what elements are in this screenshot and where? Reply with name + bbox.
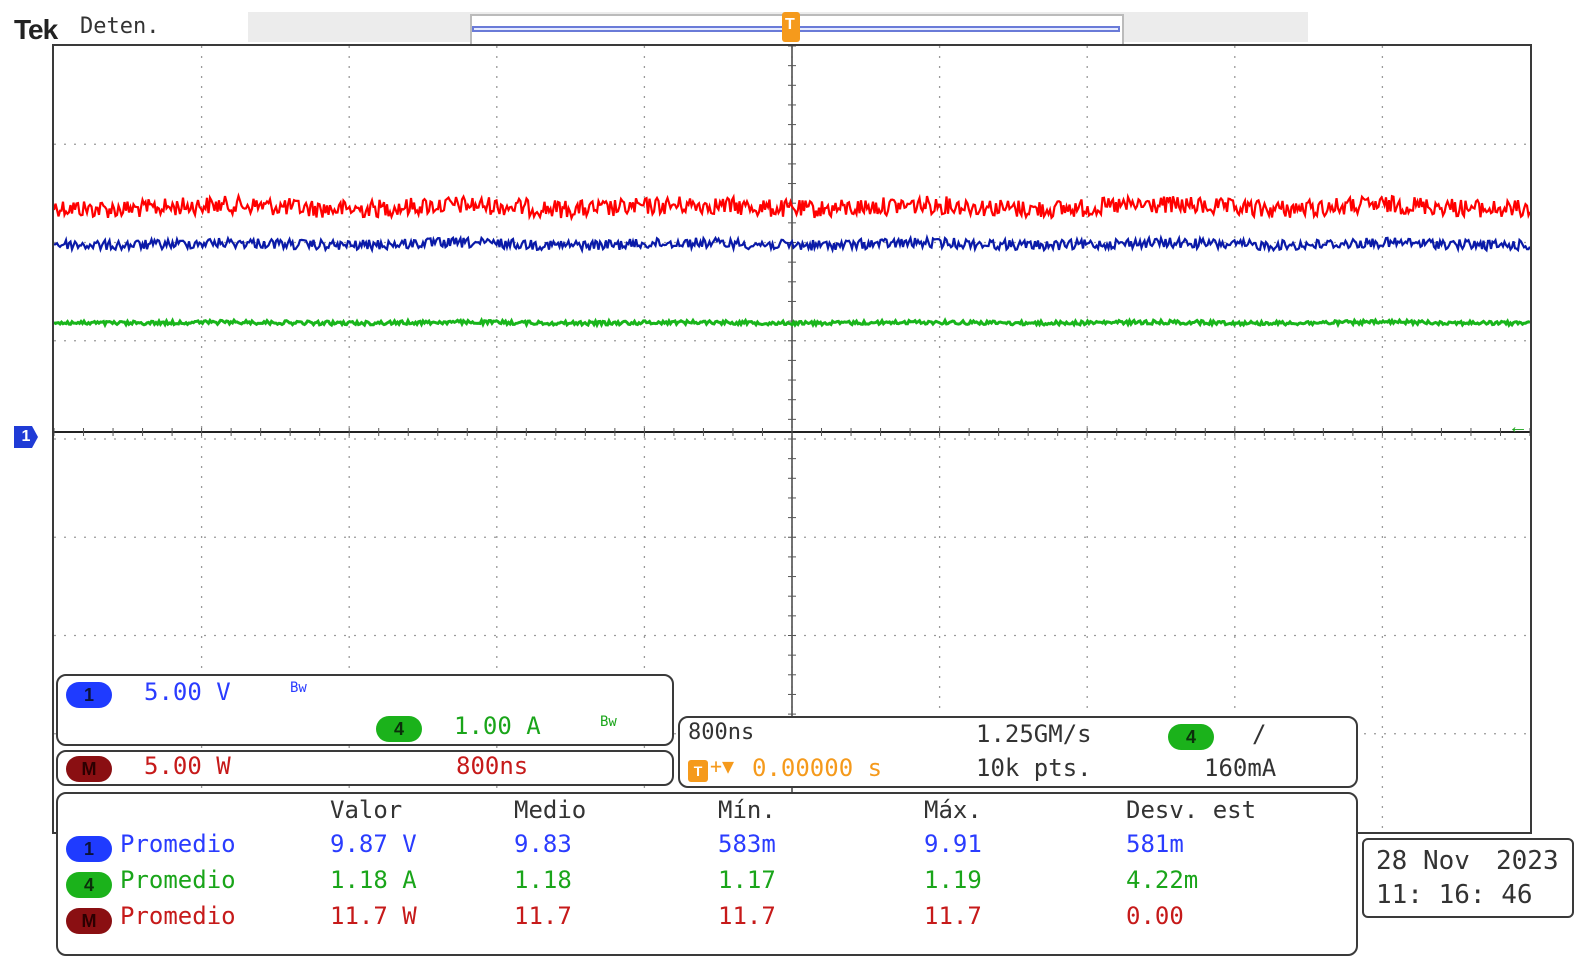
math-panel[interactable]: M 5.00 W 800ns bbox=[56, 750, 674, 786]
math-scale: 5.00 W bbox=[144, 752, 231, 780]
meas-row1-medio: 9.83 bbox=[514, 830, 572, 858]
channel1-ground-marker: 1 bbox=[14, 426, 38, 448]
trigger-position: 0.00000 s bbox=[752, 754, 883, 782]
math-timebase: 800ns bbox=[456, 752, 529, 780]
meas-row1-max: 9.91 bbox=[924, 830, 982, 858]
col-header-min: Mín. bbox=[718, 796, 776, 824]
meas-row3-max: 11.7 bbox=[924, 902, 982, 930]
ch4-scale: 1.00 A bbox=[454, 712, 541, 740]
trigger-slope-icon: / bbox=[1252, 720, 1267, 748]
col-header-valor: Valor bbox=[330, 796, 403, 824]
meas-row2-badge[interactable]: 4 bbox=[66, 872, 112, 898]
meas-row3-desv: 0.00 bbox=[1126, 902, 1184, 930]
meas-row2-valor: 1.18 A bbox=[330, 866, 417, 894]
col-header-desv: Desv. est bbox=[1126, 796, 1257, 824]
trigger-position-icon: T bbox=[688, 760, 708, 782]
year-label: 2023 bbox=[1496, 846, 1559, 876]
col-header-medio: Medio bbox=[514, 796, 587, 824]
trigger-level: 160mA bbox=[1204, 754, 1277, 782]
trigger-position-top-icon: T bbox=[782, 12, 800, 42]
ch1-badge[interactable]: 1 bbox=[66, 682, 112, 708]
record-length: 10k pts. bbox=[976, 754, 1092, 782]
sample-rate: 1.25GM/s bbox=[976, 720, 1092, 748]
channel-panel[interactable]: 1 5.00 V Bw 4 1.00 A Bw bbox=[56, 674, 674, 746]
meas-row1-min: 583m bbox=[718, 830, 776, 858]
col-header-max: Máx. bbox=[924, 796, 982, 824]
meas-row2-max: 1.19 bbox=[924, 866, 982, 894]
measurements-panel[interactable]: Valor Medio Mín. Máx. Desv. est 1 Promed… bbox=[56, 792, 1358, 956]
meas-row1-desv: 581m bbox=[1126, 830, 1184, 858]
date-label: 28 Nov bbox=[1376, 846, 1470, 876]
horizontal-scale: 800ns bbox=[688, 720, 755, 745]
meas-row3-label: Promedio bbox=[120, 902, 236, 930]
meas-row2-desv: 4.22m bbox=[1126, 866, 1199, 894]
meas-row3-valor: 11.7 W bbox=[330, 902, 417, 930]
meas-row3-medio: 11.7 bbox=[514, 902, 572, 930]
datetime-box: 28 Nov 2023 11: 16: 46 bbox=[1362, 838, 1574, 918]
trigger-arrow-icon: +▼ bbox=[710, 754, 735, 778]
trigger-level-arrow-icon: ← bbox=[1508, 416, 1528, 438]
brand-logo: Tek bbox=[14, 14, 58, 45]
meas-row3-badge[interactable]: M bbox=[66, 908, 112, 934]
meas-row1-label: Promedio bbox=[120, 830, 236, 858]
ch4-bandwidth-icon: Bw bbox=[600, 714, 617, 730]
time-label: 11: 16: 46 bbox=[1376, 880, 1533, 910]
meas-row2-label: Promedio bbox=[120, 866, 236, 894]
red-trace bbox=[54, 192, 1530, 222]
ch4-badge[interactable]: 4 bbox=[376, 716, 422, 742]
meas-row1-badge[interactable]: 1 bbox=[66, 836, 112, 862]
meas-row1-valor: 9.87 V bbox=[330, 830, 417, 858]
meas-row2-min: 1.17 bbox=[718, 866, 776, 894]
acquisition-status: Deten. bbox=[80, 14, 160, 39]
ch1-scale: 5.00 V bbox=[144, 678, 231, 706]
green-trace bbox=[54, 316, 1530, 329]
math-badge[interactable]: M bbox=[66, 756, 112, 782]
blue-trace bbox=[54, 233, 1530, 254]
trigger-source-badge[interactable]: 4 bbox=[1168, 724, 1214, 750]
meas-row2-medio: 1.18 bbox=[514, 866, 572, 894]
meas-row3-min: 11.7 bbox=[718, 902, 776, 930]
ch1-bandwidth-icon: Bw bbox=[290, 680, 307, 696]
timebase-panel[interactable]: 800ns 1.25GM/s 4 / T +▼ 0.00000 s 10k pt… bbox=[678, 716, 1358, 788]
